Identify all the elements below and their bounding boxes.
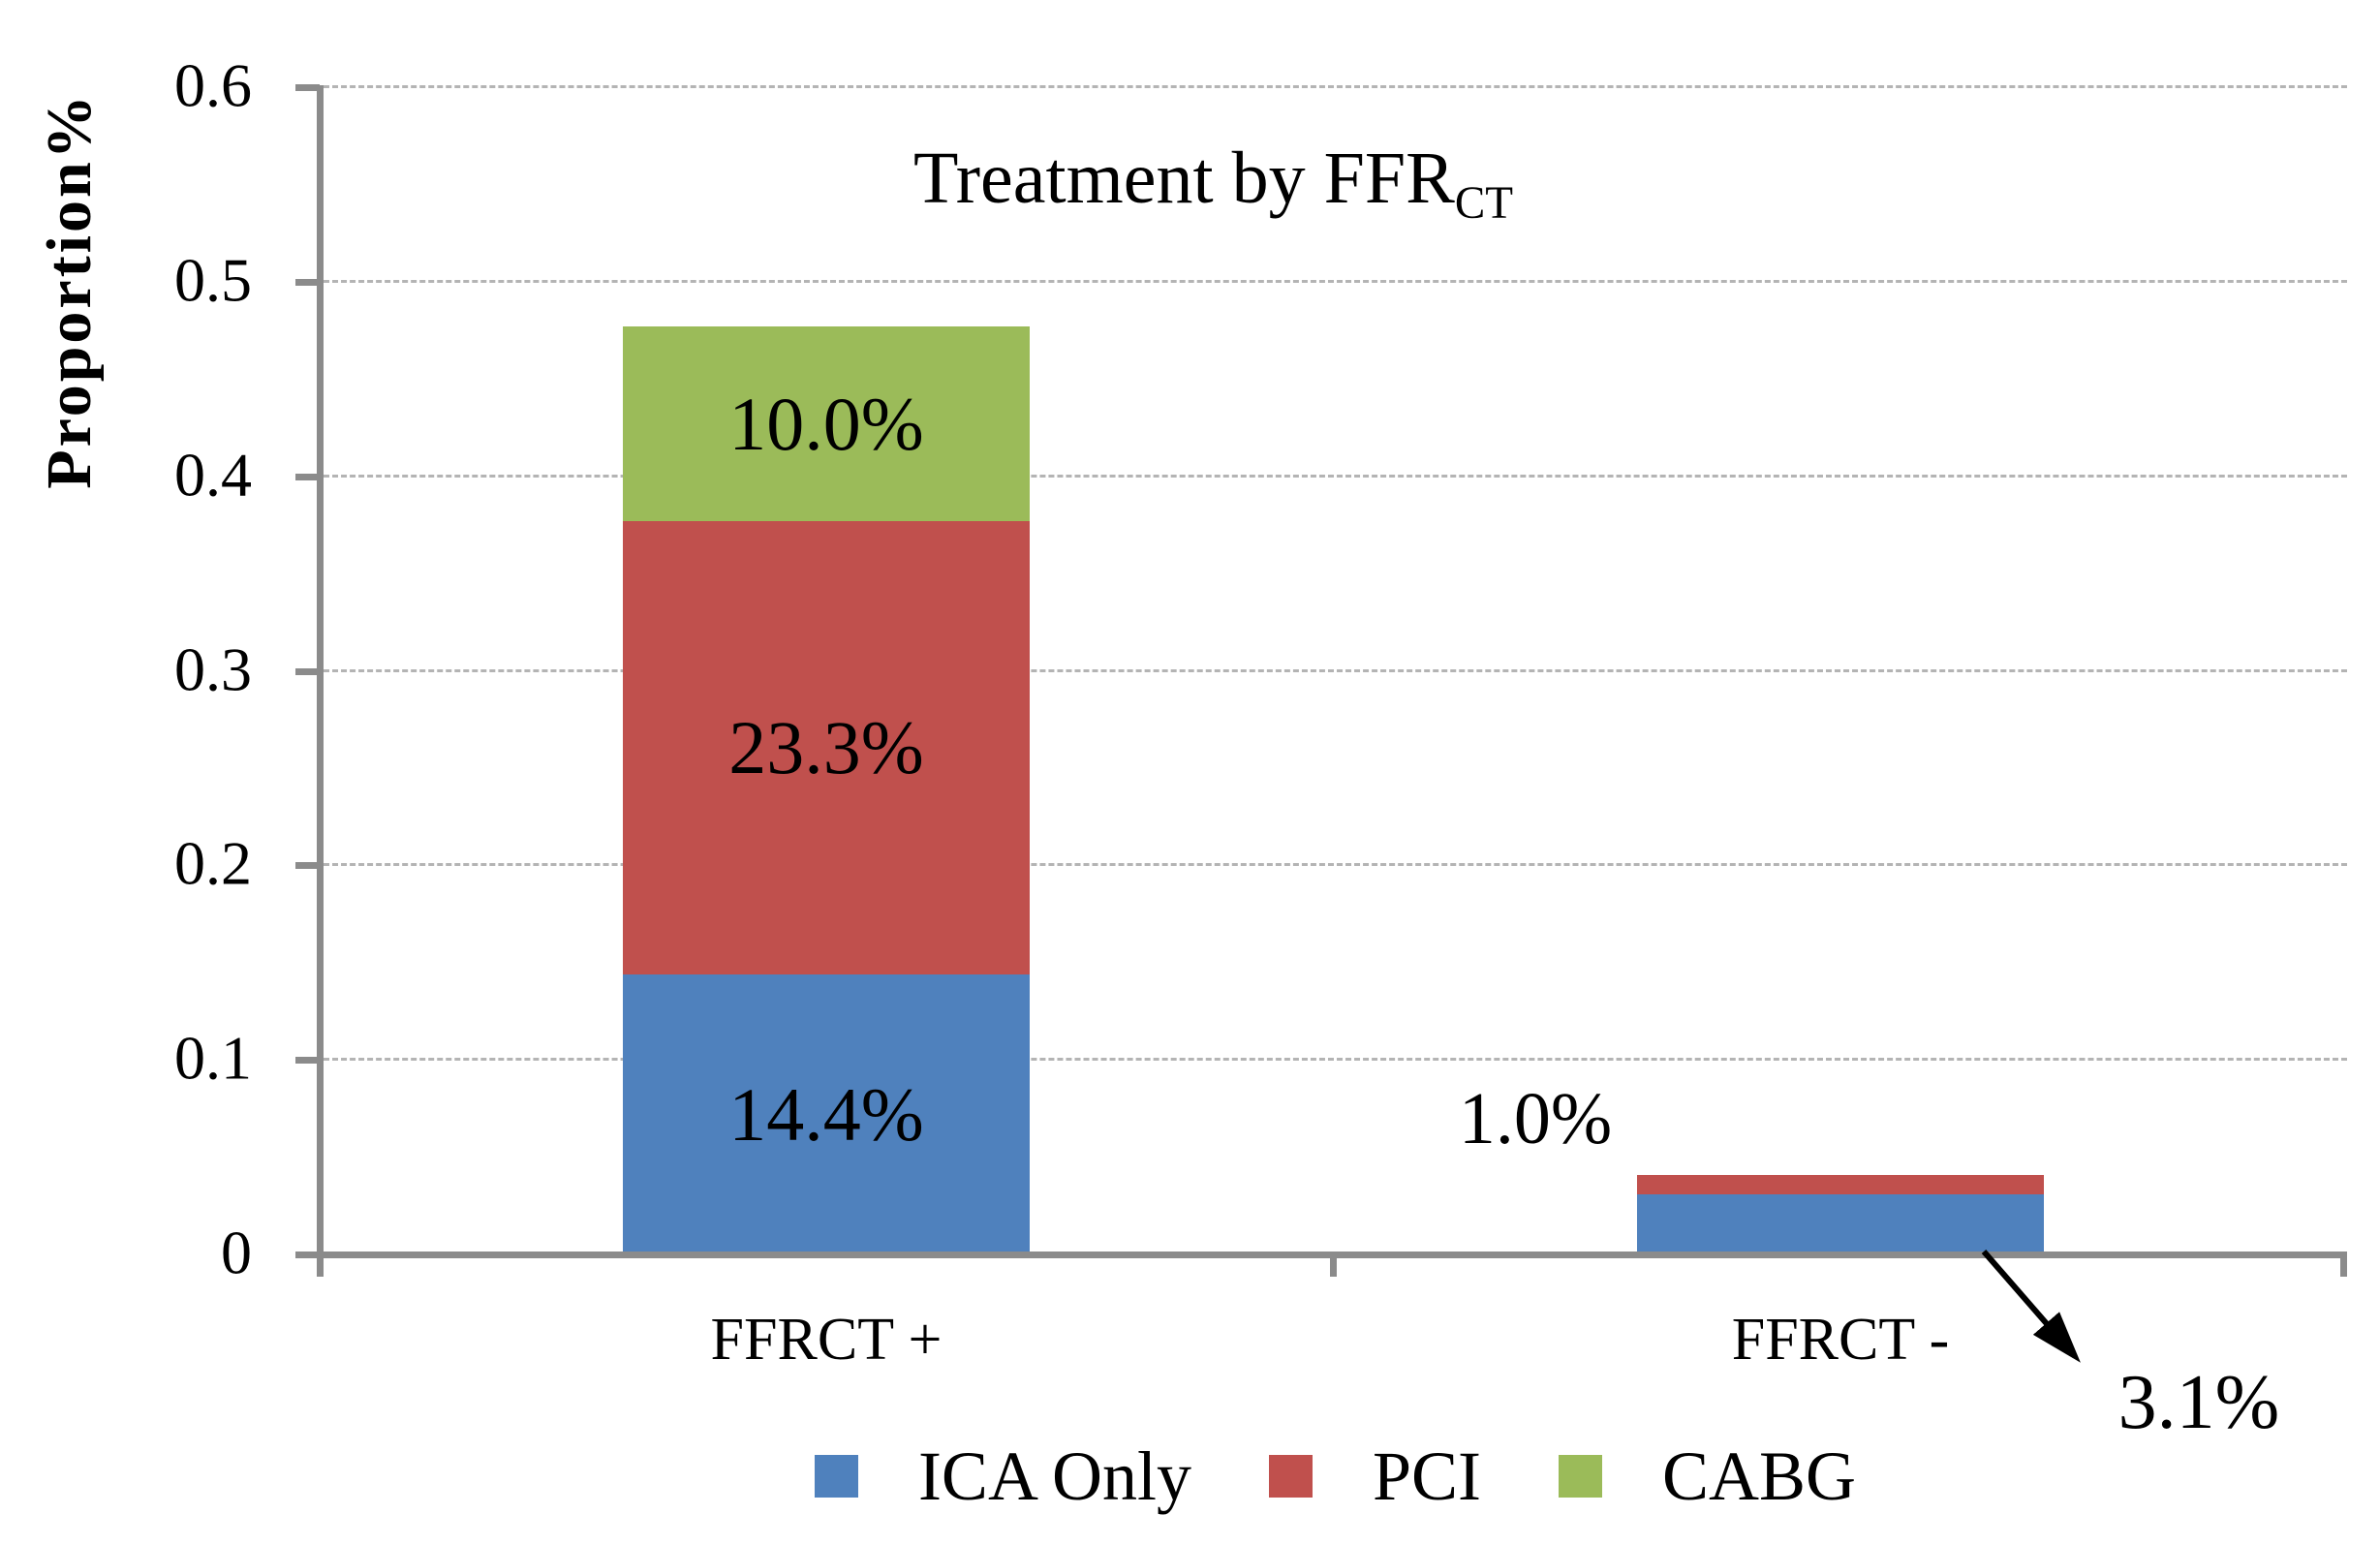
y-axis-tick-0.5 — [295, 279, 320, 286]
y-axis-tick-0.3 — [295, 668, 320, 675]
bar-segment-pci-ffrct-pos — [623, 521, 1030, 974]
y-tick-label-0: 0 — [221, 1218, 252, 1287]
legend-label: PCI — [1372, 1437, 1482, 1515]
y-axis-line — [317, 85, 324, 1277]
legend-label: ICA Only — [917, 1437, 1191, 1515]
gridline-0.4 — [324, 475, 2347, 478]
y-axis-tick-0.6 — [295, 84, 320, 91]
annotation-arrow-icon — [1981, 1250, 2081, 1363]
y-tick-label-0.5: 0.5 — [174, 245, 252, 315]
y-axis-tick-0.2 — [295, 862, 320, 869]
chart-title: Treatment by FFRCT — [913, 141, 1513, 227]
legend-swatch-cabg — [1559, 1455, 1603, 1498]
legend: ICA Only PCI CABG — [320, 1441, 2351, 1511]
y-tick-label-0.2: 0.2 — [174, 828, 252, 898]
legend-item-cabg: CABG — [1559, 1441, 1856, 1511]
data-label-pci-ffrct-neg: 1.0% — [1458, 1078, 1613, 1159]
legend-swatch-ica-only — [814, 1455, 858, 1498]
y-tick-label-0.4: 0.4 — [174, 440, 252, 510]
data-label-cabg-ffrct-pos: 10.0% — [728, 381, 924, 466]
legend-item-ica-only: ICA Only — [814, 1437, 1191, 1515]
bar-segment-cabg-ffrct-pos — [623, 326, 1030, 521]
data-label-ica-only-ffrct-pos: 14.4% — [728, 1071, 924, 1157]
bar-segment-pci-ffrct-neg — [1637, 1175, 2044, 1194]
chart-title-subscript: CT — [1454, 178, 1514, 230]
bar-segment-ica-only-ffrct-neg — [1637, 1194, 2044, 1254]
x-axis-tick-right — [2340, 1251, 2347, 1277]
data-label-ica-ffrct-neg: 3.1% — [2117, 1360, 2280, 1445]
chart-title-main: Treatment by FFR — [913, 138, 1455, 219]
x-axis-tick-middle — [1330, 1251, 1337, 1277]
data-label-pci-ffrct-pos: 23.3% — [728, 705, 924, 789]
x-axis-label-ffrct-pos: FFRCT + — [710, 1307, 943, 1373]
legend-swatch-pci — [1268, 1455, 1313, 1498]
gridline-0.1 — [324, 1058, 2347, 1061]
legend-label: CABG — [1662, 1437, 1857, 1515]
y-axis-tick-0.1 — [295, 1057, 320, 1064]
gridline-0.5 — [324, 280, 2347, 283]
y-axis-tick-0.4 — [295, 474, 320, 480]
gridline-0.6 — [324, 85, 2347, 88]
y-tick-label-0.3: 0.3 — [174, 634, 252, 704]
x-axis-label-ffrct-neg: FFRCT - — [1731, 1307, 1950, 1373]
bar-segment-ica-only-ffrct-pos — [623, 974, 1030, 1254]
x-axis-line — [295, 1251, 2347, 1258]
y-tick-label-0.1: 0.1 — [174, 1023, 252, 1093]
y-tick-label-0.6: 0.6 — [174, 50, 252, 120]
gridline-0.2 — [324, 863, 2347, 866]
gridline-0.3 — [324, 669, 2347, 672]
legend-item-pci: PCI — [1268, 1437, 1482, 1515]
